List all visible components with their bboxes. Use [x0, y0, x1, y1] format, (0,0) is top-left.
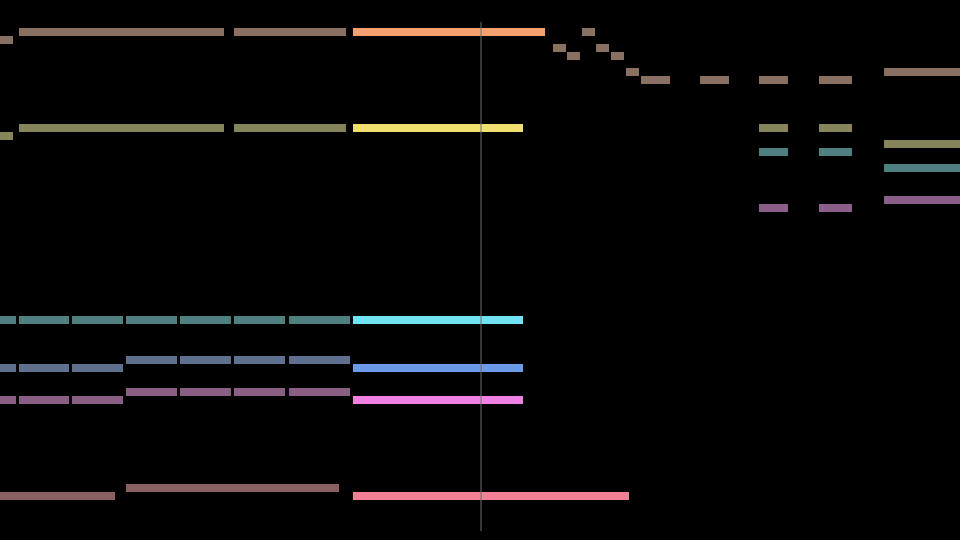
note: [567, 52, 580, 60]
note: [582, 28, 595, 36]
note: [19, 396, 69, 404]
active-note: [353, 492, 629, 500]
note: [72, 316, 123, 324]
note: [0, 396, 16, 404]
note: [126, 388, 177, 396]
active-note: [353, 316, 523, 324]
note: [0, 132, 13, 140]
note: [596, 44, 609, 52]
note: [884, 196, 960, 204]
note: [289, 316, 350, 324]
notes-olive: [0, 124, 960, 148]
note: [819, 124, 852, 132]
note: [19, 364, 69, 372]
note: [884, 164, 960, 172]
note: [0, 316, 16, 324]
notes-blue: [0, 356, 523, 372]
note: [819, 148, 852, 156]
notes-teal: [0, 316, 523, 324]
note: [180, 356, 231, 364]
note: [234, 124, 346, 132]
note: [234, 316, 285, 324]
note: [0, 36, 13, 44]
note: [641, 76, 670, 84]
note: [19, 28, 224, 36]
note: [700, 76, 729, 84]
note: [759, 76, 788, 84]
notes-right: [759, 148, 960, 212]
note: [234, 28, 346, 36]
note: [0, 364, 16, 372]
note: [126, 316, 177, 324]
note: [884, 140, 960, 148]
notes-brown: [0, 28, 960, 84]
note: [611, 52, 624, 60]
active-note: [353, 124, 523, 132]
note: [126, 356, 177, 364]
note: [819, 76, 852, 84]
note: [759, 124, 788, 132]
note: [234, 388, 285, 396]
note: [289, 388, 350, 396]
note: [819, 204, 852, 212]
note: [289, 356, 350, 364]
note: [234, 356, 285, 364]
note: [553, 44, 566, 52]
note: [180, 316, 231, 324]
notes-pink: [0, 388, 523, 404]
note: [759, 148, 788, 156]
note: [626, 68, 639, 76]
note: [126, 484, 339, 492]
note: [0, 492, 115, 500]
note: [72, 364, 123, 372]
note: [180, 388, 231, 396]
note: [19, 316, 69, 324]
note: [19, 124, 224, 132]
active-note: [353, 364, 523, 372]
active-note: [353, 396, 523, 404]
note: [72, 396, 123, 404]
notes-red: [0, 484, 629, 500]
note: [884, 68, 960, 76]
active-note: [353, 28, 545, 36]
note: [759, 204, 788, 212]
